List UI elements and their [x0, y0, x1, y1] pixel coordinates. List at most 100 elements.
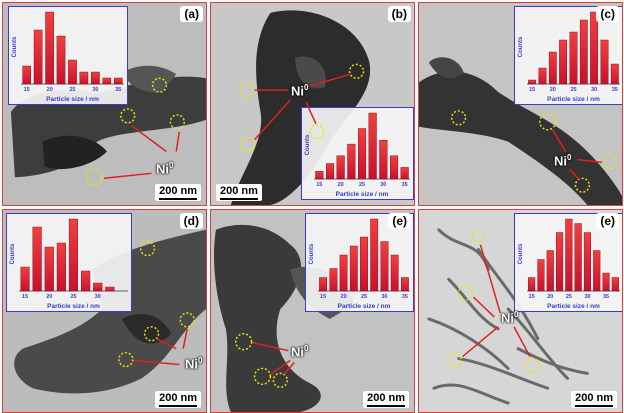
histogram-bar [400, 167, 409, 180]
panel-label: (a) [180, 6, 203, 22]
ni-label: Ni0 [185, 356, 203, 372]
x-tick-label: 15 [529, 294, 535, 300]
histogram-chart: 15 20 25 30 35 Particle size / nm Counts [309, 218, 410, 310]
ni-label: Ni0 [501, 310, 519, 326]
histogram-bar [602, 272, 610, 292]
histogram-inset-a: 15 20 25 30 35 Particle size / nm Counts [8, 6, 128, 105]
panel-b: 15 20 25 30 35 Particle size / nm Counts Ni0 (… [210, 2, 415, 206]
histogram-bar [565, 218, 573, 292]
x-tick-label: 20 [47, 87, 53, 93]
histogram-bar [569, 31, 578, 85]
x-axis-label: Particle size / nm [547, 96, 600, 103]
histogram-bar [380, 241, 389, 292]
histogram-bar [528, 277, 536, 292]
histogram-bar [336, 155, 345, 180]
x-tick-label: 35 [603, 294, 609, 300]
histogram-bar [600, 39, 609, 85]
histogram-bar [44, 246, 54, 292]
x-tick-label: 15 [529, 87, 535, 93]
histogram-bar [319, 277, 327, 292]
histogram-bar [81, 270, 91, 292]
x-tick-label: 25 [566, 294, 572, 300]
x-axis-label: Particle size / nm [338, 303, 391, 310]
scale-bar: 200 nm [571, 391, 617, 408]
histogram-bar [389, 155, 399, 180]
histogram-inset-e-right: 15 20 25 30 35 40 Particle size / nm Counts [514, 213, 623, 312]
histogram-bar [360, 236, 368, 292]
panel-label: (b) [387, 6, 411, 22]
histogram-bar [537, 259, 545, 292]
x-axis-label: Particle size / nm [336, 191, 389, 198]
x-tick-label: 35 [402, 294, 408, 300]
panel-label: (c) [596, 6, 619, 22]
histogram-bar [326, 163, 335, 180]
histogram-bar [68, 59, 77, 85]
panel-e-middle: 15 20 25 30 35 Particle size / nm Counts Ni0 (… [210, 209, 415, 413]
histogram-bar [590, 11, 599, 85]
scale-bar: 200 nm [155, 391, 201, 408]
histogram-bar [56, 242, 66, 292]
histogram-bar [528, 79, 536, 85]
ni-label: Ni0 [291, 344, 309, 360]
histogram-bar [610, 63, 619, 85]
scale-bar: 200 nm [155, 184, 201, 201]
histogram-bar [105, 286, 115, 292]
y-axis-label: Counts [518, 243, 524, 264]
panel-e-right: 15 20 25 30 35 40 Particle size / nm Counts Ni0… [418, 209, 623, 413]
x-tick-label: 40 [622, 294, 623, 300]
histogram-bar [33, 29, 43, 85]
ni-label: Ni0 [554, 153, 572, 169]
histogram-bar [400, 277, 409, 292]
panel-a: 15 20 25 30 35 Particle size / nm Counts Ni0 (… [2, 2, 207, 206]
ni-label: Ni0 [291, 83, 309, 99]
histogram-inset-d: 15 20 25 30 Particle size / nm Counts [6, 213, 132, 312]
histogram-chart: 15 20 25 30 35 Particle size / nm Counts [305, 112, 410, 198]
histogram-bar [347, 143, 356, 180]
x-tick-label: 35 [115, 87, 121, 93]
x-axis-label: Particle size / nm [547, 303, 600, 310]
histogram-bar [113, 77, 123, 85]
x-tick-label: 35 [402, 182, 408, 188]
panel-d: 15 20 25 30 Particle size / nm Counts Ni0 (d)… [2, 209, 207, 413]
x-tick-label: 15 [320, 294, 326, 300]
x-tick-label: 30 [381, 294, 387, 300]
x-tick-label: 25 [70, 294, 76, 300]
panel-c: 15 20 25 30 35 Particle size / nm Counts Ni0 (… [418, 2, 623, 206]
histogram-bar [32, 226, 42, 292]
x-tick-label: 35 [612, 87, 618, 93]
histogram-inset-c: 15 20 25 30 35 Particle size / nm Counts [514, 6, 622, 105]
x-tick-label: 20 [338, 182, 344, 188]
histogram-bar [583, 232, 591, 292]
scale-bar: 200 nm [216, 184, 262, 201]
x-axis-label: Particle size / nm [47, 303, 100, 310]
histogram-bar [45, 11, 54, 85]
histogram-bar [579, 19, 588, 85]
histogram-bar [91, 71, 100, 85]
histogram-bar [56, 35, 66, 85]
histogram-chart: 15 20 25 30 35 Particle size / nm Counts [518, 11, 620, 103]
ni-label: Ni0 [156, 161, 174, 177]
histogram-bar [370, 218, 379, 292]
histogram-bar [68, 218, 78, 292]
x-tick-label: 25 [361, 294, 367, 300]
x-tick-label: 20 [46, 294, 52, 300]
y-axis-label: Counts [309, 243, 315, 264]
x-tick-label: 30 [591, 87, 597, 93]
y-axis-label: Counts [12, 36, 18, 57]
x-tick-label: 30 [584, 294, 590, 300]
histogram-bar [538, 67, 547, 85]
histogram-bar [548, 51, 557, 85]
histogram-bar [556, 232, 564, 292]
histogram-bar [390, 254, 399, 292]
histogram-bar [593, 250, 601, 292]
histogram-bar [22, 65, 32, 85]
histogram-inset-e-middle: 15 20 25 30 35 Particle size / nm Counts [305, 213, 414, 312]
histogram-chart: 15 20 25 30 35 Particle size / nm Counts [12, 11, 124, 103]
x-tick-label: 30 [92, 87, 98, 93]
x-tick-label: 15 [22, 294, 28, 300]
x-tick-label: 20 [341, 294, 347, 300]
y-axis-label: Counts [518, 36, 524, 57]
histogram-bar [559, 39, 568, 85]
histogram-bar [349, 245, 358, 292]
x-tick-label: 20 [550, 87, 556, 93]
